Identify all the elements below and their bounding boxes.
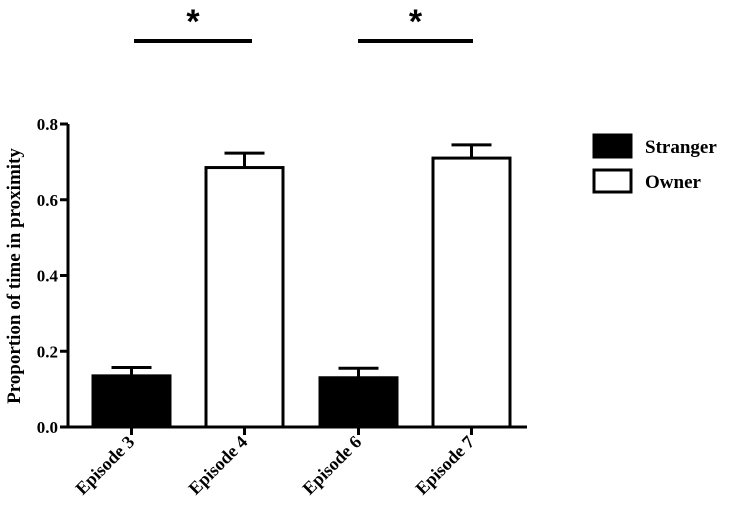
y-tick-label: 0.0 xyxy=(37,418,58,437)
x-axis: Episode 3 Episode 4 Episode 6 Episode 7 xyxy=(67,425,527,499)
y-tick-label: 0.6 xyxy=(37,191,58,210)
bars xyxy=(91,143,512,429)
legend-label-owner: Owner xyxy=(645,172,702,193)
x-tick-label: Episode 7 xyxy=(411,432,478,499)
significance-star: * xyxy=(409,3,423,41)
y-axis-label: Proportion of time in proximity xyxy=(4,148,25,404)
bar-episode-7 xyxy=(431,156,512,429)
significance-star: * xyxy=(186,3,200,41)
x-tick-label: Episode 6 xyxy=(298,432,365,499)
significance-annotations: * * xyxy=(134,3,473,43)
legend: Stranger Owner xyxy=(592,133,717,194)
legend-label-stranger: Stranger xyxy=(645,137,717,158)
bar-episode-4 xyxy=(204,166,285,429)
y-tick-label: 0.8 xyxy=(37,115,58,134)
legend-swatch-owner xyxy=(592,168,633,194)
x-tick-label: Episode 4 xyxy=(184,432,251,499)
y-tick-label: 0.2 xyxy=(37,342,58,361)
y-tick-label: 0.4 xyxy=(37,267,59,286)
y-axis: 0.0 0.2 0.4 0.6 0.8 xyxy=(37,115,70,437)
bar-episode-6 xyxy=(318,376,399,429)
x-tick-label: Episode 3 xyxy=(71,432,138,499)
bar-episode-3 xyxy=(91,374,172,429)
legend-swatch-stranger xyxy=(592,133,633,159)
